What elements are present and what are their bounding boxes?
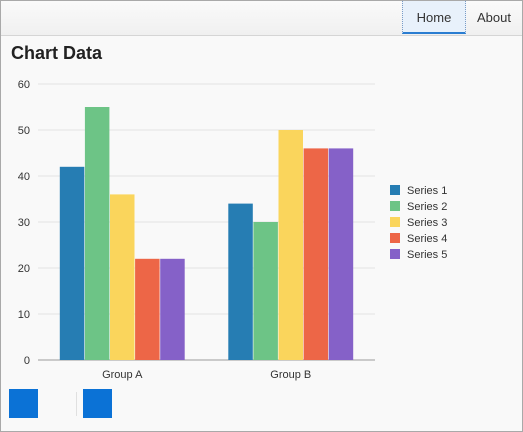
x-category-label: Group A bbox=[102, 369, 143, 381]
bar bbox=[328, 148, 354, 360]
toolbar-divider bbox=[76, 392, 77, 416]
bar bbox=[278, 130, 303, 360]
bar bbox=[135, 258, 160, 360]
y-tick-label: 50 bbox=[18, 125, 30, 137]
y-tick-label: 60 bbox=[18, 79, 30, 91]
legend-label: Series 3 bbox=[407, 217, 447, 229]
legend-swatch bbox=[390, 249, 400, 259]
bar bbox=[228, 203, 253, 360]
action-button-1[interactable] bbox=[9, 389, 38, 418]
x-category-label: Group B bbox=[270, 369, 311, 381]
page-title: Chart Data bbox=[11, 43, 103, 63]
legend-label: Series 2 bbox=[407, 201, 447, 213]
legend-swatch bbox=[390, 217, 400, 227]
bar bbox=[160, 258, 185, 360]
y-tick-label: 10 bbox=[18, 309, 30, 321]
y-tick-label: 0 bbox=[24, 355, 30, 367]
bar bbox=[303, 148, 329, 360]
tab-about[interactable]: About bbox=[477, 10, 511, 25]
legend-swatch bbox=[390, 201, 400, 211]
legend-label: Series 4 bbox=[407, 233, 447, 245]
legend-label: Series 1 bbox=[407, 185, 447, 197]
legend-swatch bbox=[390, 185, 400, 195]
bar bbox=[59, 166, 85, 360]
top-nav-bar: Home About bbox=[1, 1, 522, 36]
bar bbox=[253, 222, 278, 360]
bar bbox=[84, 107, 110, 360]
legend-label: Series 5 bbox=[407, 249, 447, 261]
bar bbox=[110, 194, 135, 360]
action-button-2[interactable] bbox=[83, 389, 112, 418]
y-tick-label: 30 bbox=[18, 217, 30, 229]
y-tick-label: 20 bbox=[18, 263, 30, 275]
y-tick-label: 40 bbox=[18, 171, 30, 183]
tab-home[interactable]: Home bbox=[402, 1, 466, 34]
legend-swatch bbox=[390, 233, 400, 243]
